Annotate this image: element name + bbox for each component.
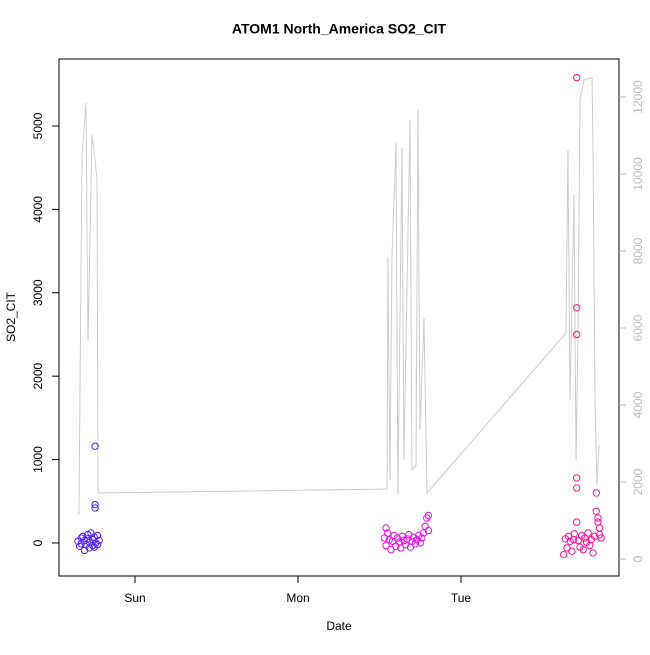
data-point <box>424 526 433 535</box>
y2-tick-label: 2000 <box>631 468 645 495</box>
data-line <box>78 77 600 516</box>
plot-frame <box>58 58 620 577</box>
data-point <box>568 547 576 556</box>
y2-tick-label: 6000 <box>631 314 645 341</box>
data-point <box>573 73 581 82</box>
data-point <box>594 514 602 522</box>
data-point <box>595 524 604 532</box>
data-point <box>95 536 103 545</box>
data-point <box>559 550 568 559</box>
data-point <box>590 532 599 541</box>
data-point <box>382 541 390 550</box>
x-tick-label: Mon <box>286 591 309 605</box>
data-point <box>411 540 420 548</box>
y-tick-label: 4000 <box>31 196 45 223</box>
y-axis-label: SO2_CIT <box>4 291 18 342</box>
data-point <box>416 539 424 547</box>
data-point <box>393 534 402 542</box>
y-tick-label: 3000 <box>31 279 45 306</box>
data-point <box>383 529 392 537</box>
data-point <box>380 534 389 542</box>
data-point <box>570 530 578 538</box>
data-point <box>589 549 597 557</box>
data-point <box>91 500 99 509</box>
y2-tick-label: 12000 <box>631 80 645 114</box>
y2-tick-label: 4000 <box>631 391 645 418</box>
data-point <box>396 544 405 552</box>
data-point <box>91 504 99 512</box>
y-tick-label: 0 <box>31 539 45 546</box>
y2-tick-label: 10000 <box>631 157 645 191</box>
data-point <box>597 534 605 542</box>
data-point <box>387 545 395 554</box>
data-point <box>573 330 581 339</box>
y2-tick-label: 0 <box>631 555 645 562</box>
data-point <box>573 474 581 482</box>
data-point <box>579 545 587 554</box>
data-point <box>592 507 600 515</box>
data-point <box>584 529 592 537</box>
chart-title: ATOM1 North_America SO2_CIT <box>232 21 447 37</box>
data-point <box>93 540 102 549</box>
data-point <box>573 518 581 526</box>
y-tick-label: 1000 <box>31 446 45 473</box>
data-point <box>573 304 581 312</box>
y-tick-label: 2000 <box>31 363 45 390</box>
data-point <box>421 522 429 530</box>
x-tick-label: Tue <box>451 591 472 605</box>
data-point <box>418 534 426 542</box>
data-point <box>563 544 571 552</box>
data-point <box>592 489 600 497</box>
data-point <box>573 484 581 492</box>
x-tick-label: Sun <box>124 591 145 605</box>
data-point <box>382 524 390 532</box>
y-tick-label: 5000 <box>31 112 45 139</box>
data-point <box>574 536 583 545</box>
data-point <box>91 442 99 450</box>
x-axis-label: Date <box>326 619 352 633</box>
data-point <box>424 511 433 520</box>
y2-tick-label: 8000 <box>631 237 645 264</box>
data-point <box>93 531 102 540</box>
data-point <box>581 534 589 542</box>
